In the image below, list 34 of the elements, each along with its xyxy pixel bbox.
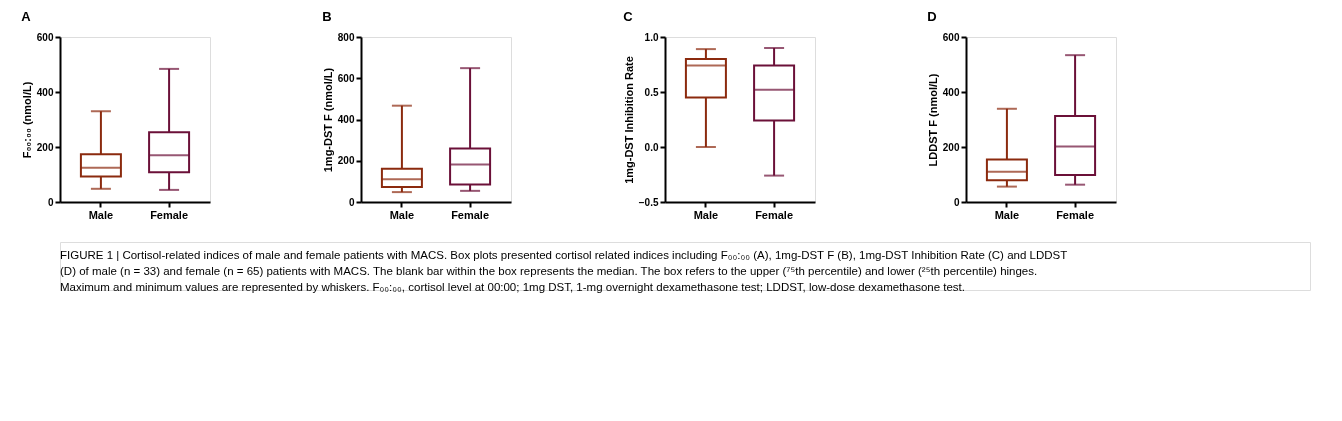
x-tick-label: Male — [88, 208, 114, 221]
y-tick-label: 200 — [337, 155, 355, 167]
y-tick-label: 0 — [348, 196, 355, 208]
y-tick-label: −0.5 — [638, 196, 659, 208]
x-tick-label: Female — [150, 208, 189, 221]
caption: FIGURE 1 | Cortisol-related indices of male and female patients with MACS. Box plots presented cortisol related indices including F₀₀:₀₀ (A), 1mg-DST F (B), 1mg-DST Inhibition Rate (C) and LDDST (D) of male (n = 33) and female (n = 65) patients with MACS. The blank bar within the box represents the median. The box refers to the upper (⁷⁵th percentile) and lower (²⁵th percentile) hinges. Maximum and minimum values are represented by whiskers. F₀₀:₀₀, cortisol level at 00:00; 1mg DST, 1-mg overnight dexamethasone test; LDDST, low-dose dexamethasone test. — [60, 249, 1068, 293]
x-tick-label: Male — [693, 208, 719, 221]
y-tick-label: 0.5 — [644, 86, 659, 98]
y-tick-label: 0.0 — [644, 141, 659, 153]
x-tick-label: Female — [755, 208, 794, 221]
chart-title: D — [927, 9, 937, 24]
chart-title: C — [623, 9, 634, 24]
y-tick-label: 200 — [942, 141, 960, 153]
chart-title: A — [21, 9, 32, 24]
x-tick-label: Female — [1056, 208, 1095, 221]
y-axis-title: F₀₀:₀₀ (nmol/L) — [20, 81, 33, 159]
y-tick-label: 0 — [47, 196, 54, 208]
x-tick-label: Female — [451, 208, 490, 221]
y-tick-label: 400 — [942, 86, 960, 98]
y-tick-label: 600 — [337, 72, 355, 84]
y-tick-label: 0 — [953, 196, 960, 208]
y-tick-label: 200 — [36, 141, 54, 153]
y-tick-label: 600 — [36, 31, 54, 43]
y-tick-label: 400 — [337, 114, 355, 125]
y-axis-title: 1mg-DST Inhibition Rate — [622, 56, 635, 184]
y-axis-title: LDDST F (nmol/L) — [926, 73, 939, 167]
y-tick-label: 800 — [337, 31, 355, 43]
y-axis-title: 1mg-DST F (nmol/L) — [321, 67, 334, 173]
chart-title: B — [322, 9, 332, 24]
y-tick-label: 600 — [942, 31, 960, 43]
y-tick-label: 1.0 — [644, 31, 659, 43]
y-tick-label: 400 — [36, 86, 54, 98]
x-tick-label: Male — [389, 208, 415, 221]
x-tick-label: Male — [994, 208, 1020, 221]
